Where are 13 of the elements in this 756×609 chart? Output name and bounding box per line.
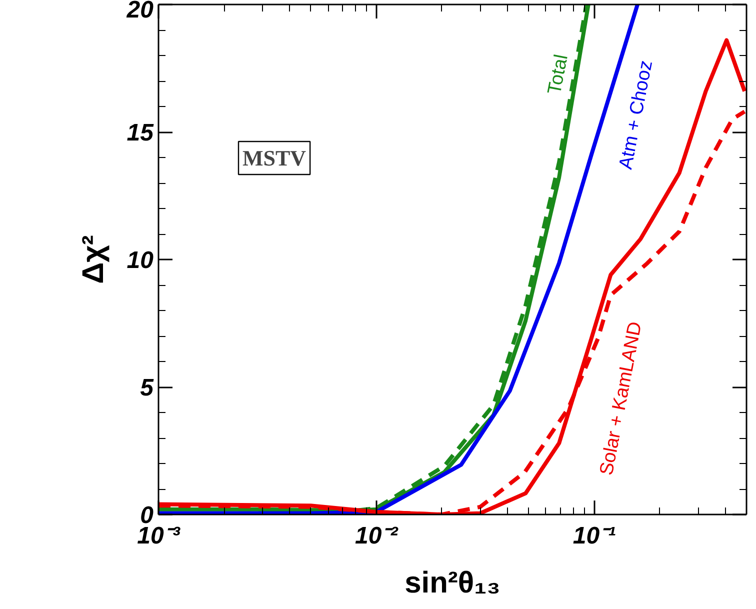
x-tick-label: 10⁻¹	[572, 522, 616, 550]
y-axis-title: Δχ²	[76, 235, 110, 284]
text: Solar + KamLAND	[596, 320, 646, 478]
text: Atm + Chooz	[616, 58, 658, 172]
y-tick-label: 15	[126, 120, 154, 146]
y-tick-label: 10	[126, 247, 154, 274]
x-axis-title: sin²θ₁₃	[404, 566, 500, 600]
x-tick-label: 10⁻³	[137, 522, 181, 550]
annotation: MSTV	[242, 146, 306, 170]
x-tick-label: 10⁻²	[355, 522, 399, 550]
y-tick-label: 20	[126, 0, 154, 24]
y-tick-label: 5	[140, 374, 154, 402]
text: Total	[544, 52, 572, 96]
